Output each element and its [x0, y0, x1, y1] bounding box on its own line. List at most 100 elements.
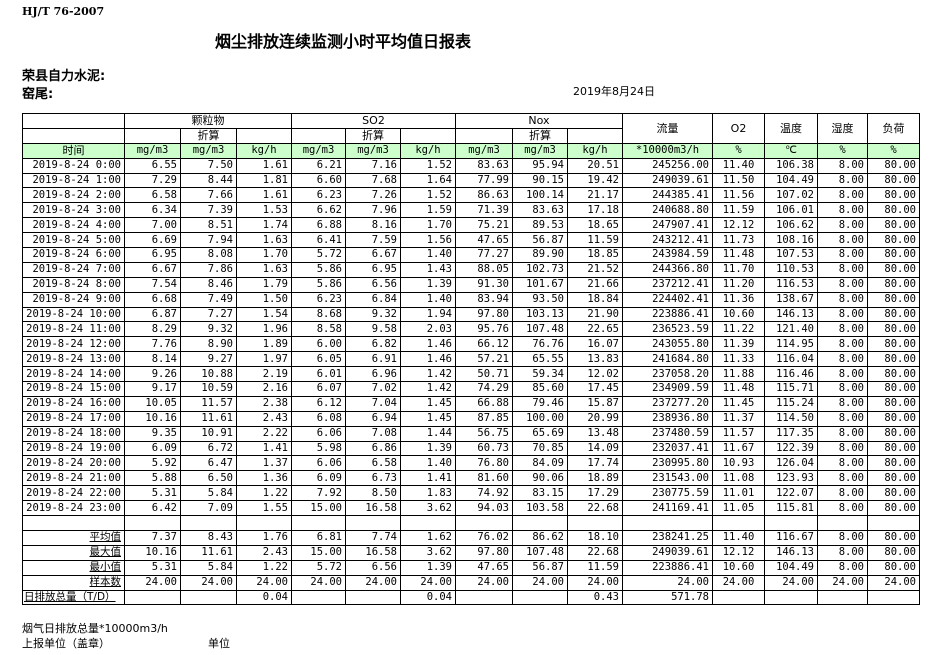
value-cell: 83.63	[512, 202, 568, 219]
converted-label: 折算	[180, 127, 237, 144]
company-name: 荣县自力水泥:	[22, 69, 106, 84]
value-cell: 97.80	[455, 544, 513, 561]
value-cell: 5.72	[291, 559, 346, 576]
value-cell: 76.76	[512, 336, 568, 353]
value-cell: 56.87	[512, 559, 568, 576]
value-cell: 6.88	[291, 217, 346, 234]
value-cell: 6.67	[124, 261, 181, 278]
value-cell: 116.53	[764, 276, 818, 293]
value-cell: 7.39	[180, 202, 237, 219]
value-cell: 11.88	[712, 366, 765, 383]
value-cell: 116.67	[764, 529, 818, 546]
stat-row: 最大值 10.16 11.61 2.43 15.00 16.58 3.62 97.80 107.…	[22, 544, 920, 561]
table-row: 2019-8-24 9:00 6.68 7.49 1.50 6.23 6.84 1.40 83…	[22, 291, 920, 308]
value-cell: 1.63	[236, 232, 292, 249]
value-cell: 238936.80	[622, 410, 713, 427]
row-label: 2019-8-24 1:00	[22, 172, 125, 189]
value-cell: 1.50	[236, 291, 292, 308]
value-cell: 94.03	[455, 500, 513, 517]
value-cell: 7.09	[180, 500, 237, 517]
unit-cell: %	[817, 142, 868, 159]
value-cell: 8.00	[817, 247, 868, 263]
value-cell: 7.92	[291, 485, 346, 502]
value-cell: 104.49	[764, 559, 818, 576]
value-cell: 7.29	[124, 172, 181, 189]
value-cell: 5.31	[124, 559, 181, 576]
value-cell: 65.69	[512, 425, 568, 442]
value-cell: 7.49	[180, 291, 237, 308]
value-cell: 1.56	[400, 232, 456, 249]
value-cell: 5.84	[180, 485, 237, 502]
value-cell: 8.00	[817, 172, 868, 189]
value-cell: 11.40	[712, 529, 765, 546]
value-cell: 80.00	[867, 425, 920, 442]
value-cell: 1.22	[236, 485, 292, 502]
value-cell: 2.38	[236, 395, 292, 412]
value-cell: 7.96	[345, 202, 401, 219]
value-cell: 12.12	[712, 544, 765, 561]
value-cell: 1.52	[400, 157, 456, 174]
value-cell: 6.23	[291, 187, 346, 204]
value-cell: 2.16	[236, 381, 292, 397]
value-cell: 8.43	[180, 529, 237, 546]
row-label: 2019-8-24 22:00	[22, 485, 125, 502]
value-cell: 76.80	[455, 455, 513, 472]
value-cell: 80.00	[867, 351, 920, 368]
kiln-label: 窑尾:	[22, 87, 54, 102]
value-cell: 60.73	[455, 440, 513, 457]
value-cell	[764, 589, 818, 606]
table-row: 2019-8-24 0:00 6.55 7.50 1.61 6.21 7.16 1.52 83…	[22, 157, 920, 174]
value-cell: 1.22	[236, 559, 292, 576]
value-cell: 6.94	[345, 410, 401, 427]
value-cell: 8.00	[817, 351, 868, 368]
value-cell: 7.74	[345, 529, 401, 546]
value-cell: 10.93	[712, 455, 765, 472]
standard-code: HJ/T 76-2007	[22, 5, 105, 18]
value-cell: 8.00	[817, 544, 868, 561]
table-row: 2019-8-24 17:00 10.16 11.61 2.43 6.08 6.94 1.4…	[22, 410, 920, 427]
value-cell: 247907.41	[622, 217, 713, 234]
empty-row	[22, 515, 920, 531]
temp-header: 温度	[764, 113, 818, 144]
value-cell: 76.02	[455, 529, 513, 546]
value-cell: 17.74	[567, 455, 623, 472]
unit-cell: mg/m3	[512, 142, 568, 159]
value-cell: 237480.59	[622, 425, 713, 442]
value-cell: 1.97	[236, 351, 292, 368]
value-cell: 122.39	[764, 440, 818, 457]
value-cell: 107.53	[764, 247, 818, 263]
value-cell: 223886.41	[622, 559, 713, 576]
value-cell: 6.09	[124, 440, 181, 457]
value-cell: 6.87	[124, 306, 181, 323]
value-cell: 87.85	[455, 410, 513, 427]
value-cell: 115.71	[764, 381, 818, 397]
table-row: 2019-8-24 13:00 8.14 9.27 1.97 6.05 6.91 1.46 5…	[22, 351, 920, 368]
value-cell: 86.62	[512, 529, 568, 546]
value-cell: 16.07	[567, 336, 623, 353]
value-cell: 102.73	[512, 261, 568, 278]
value-cell: 249039.61	[622, 544, 713, 561]
row-label: 2019-8-24 18:00	[22, 425, 125, 442]
value-cell: 1.39	[400, 559, 456, 576]
value-cell: 9.26	[124, 366, 181, 383]
value-cell: 3.62	[400, 544, 456, 561]
value-cell: 236523.59	[622, 321, 713, 338]
value-cell: 1.44	[400, 425, 456, 442]
value-cell: 80.00	[867, 321, 920, 338]
value-cell: 24.00	[764, 574, 818, 591]
table-row: 2019-8-24 6:00 6.95 8.08 1.70 5.72 6.67 1.40 77…	[22, 247, 920, 263]
value-cell: 8.00	[817, 410, 868, 427]
unit-cell: kg/h	[400, 142, 456, 159]
value-cell: 8.58	[291, 321, 346, 338]
group-nox: Nox	[455, 113, 623, 129]
row-label: 2019-8-24 2:00	[22, 187, 125, 204]
value-cell: 122.07	[764, 485, 818, 502]
value-cell: 18.85	[567, 247, 623, 263]
value-cell: 7.08	[345, 425, 401, 442]
value-cell: 11.48	[712, 247, 765, 263]
table-row: 2019-8-24 4:00 7.00 8.51 1.74 6.88 8.16 1.70 75…	[22, 217, 920, 234]
value-cell: 126.04	[764, 455, 818, 472]
value-cell: 7.86	[180, 261, 237, 278]
value-cell: 7.50	[180, 157, 237, 174]
value-cell: 97.80	[455, 306, 513, 323]
